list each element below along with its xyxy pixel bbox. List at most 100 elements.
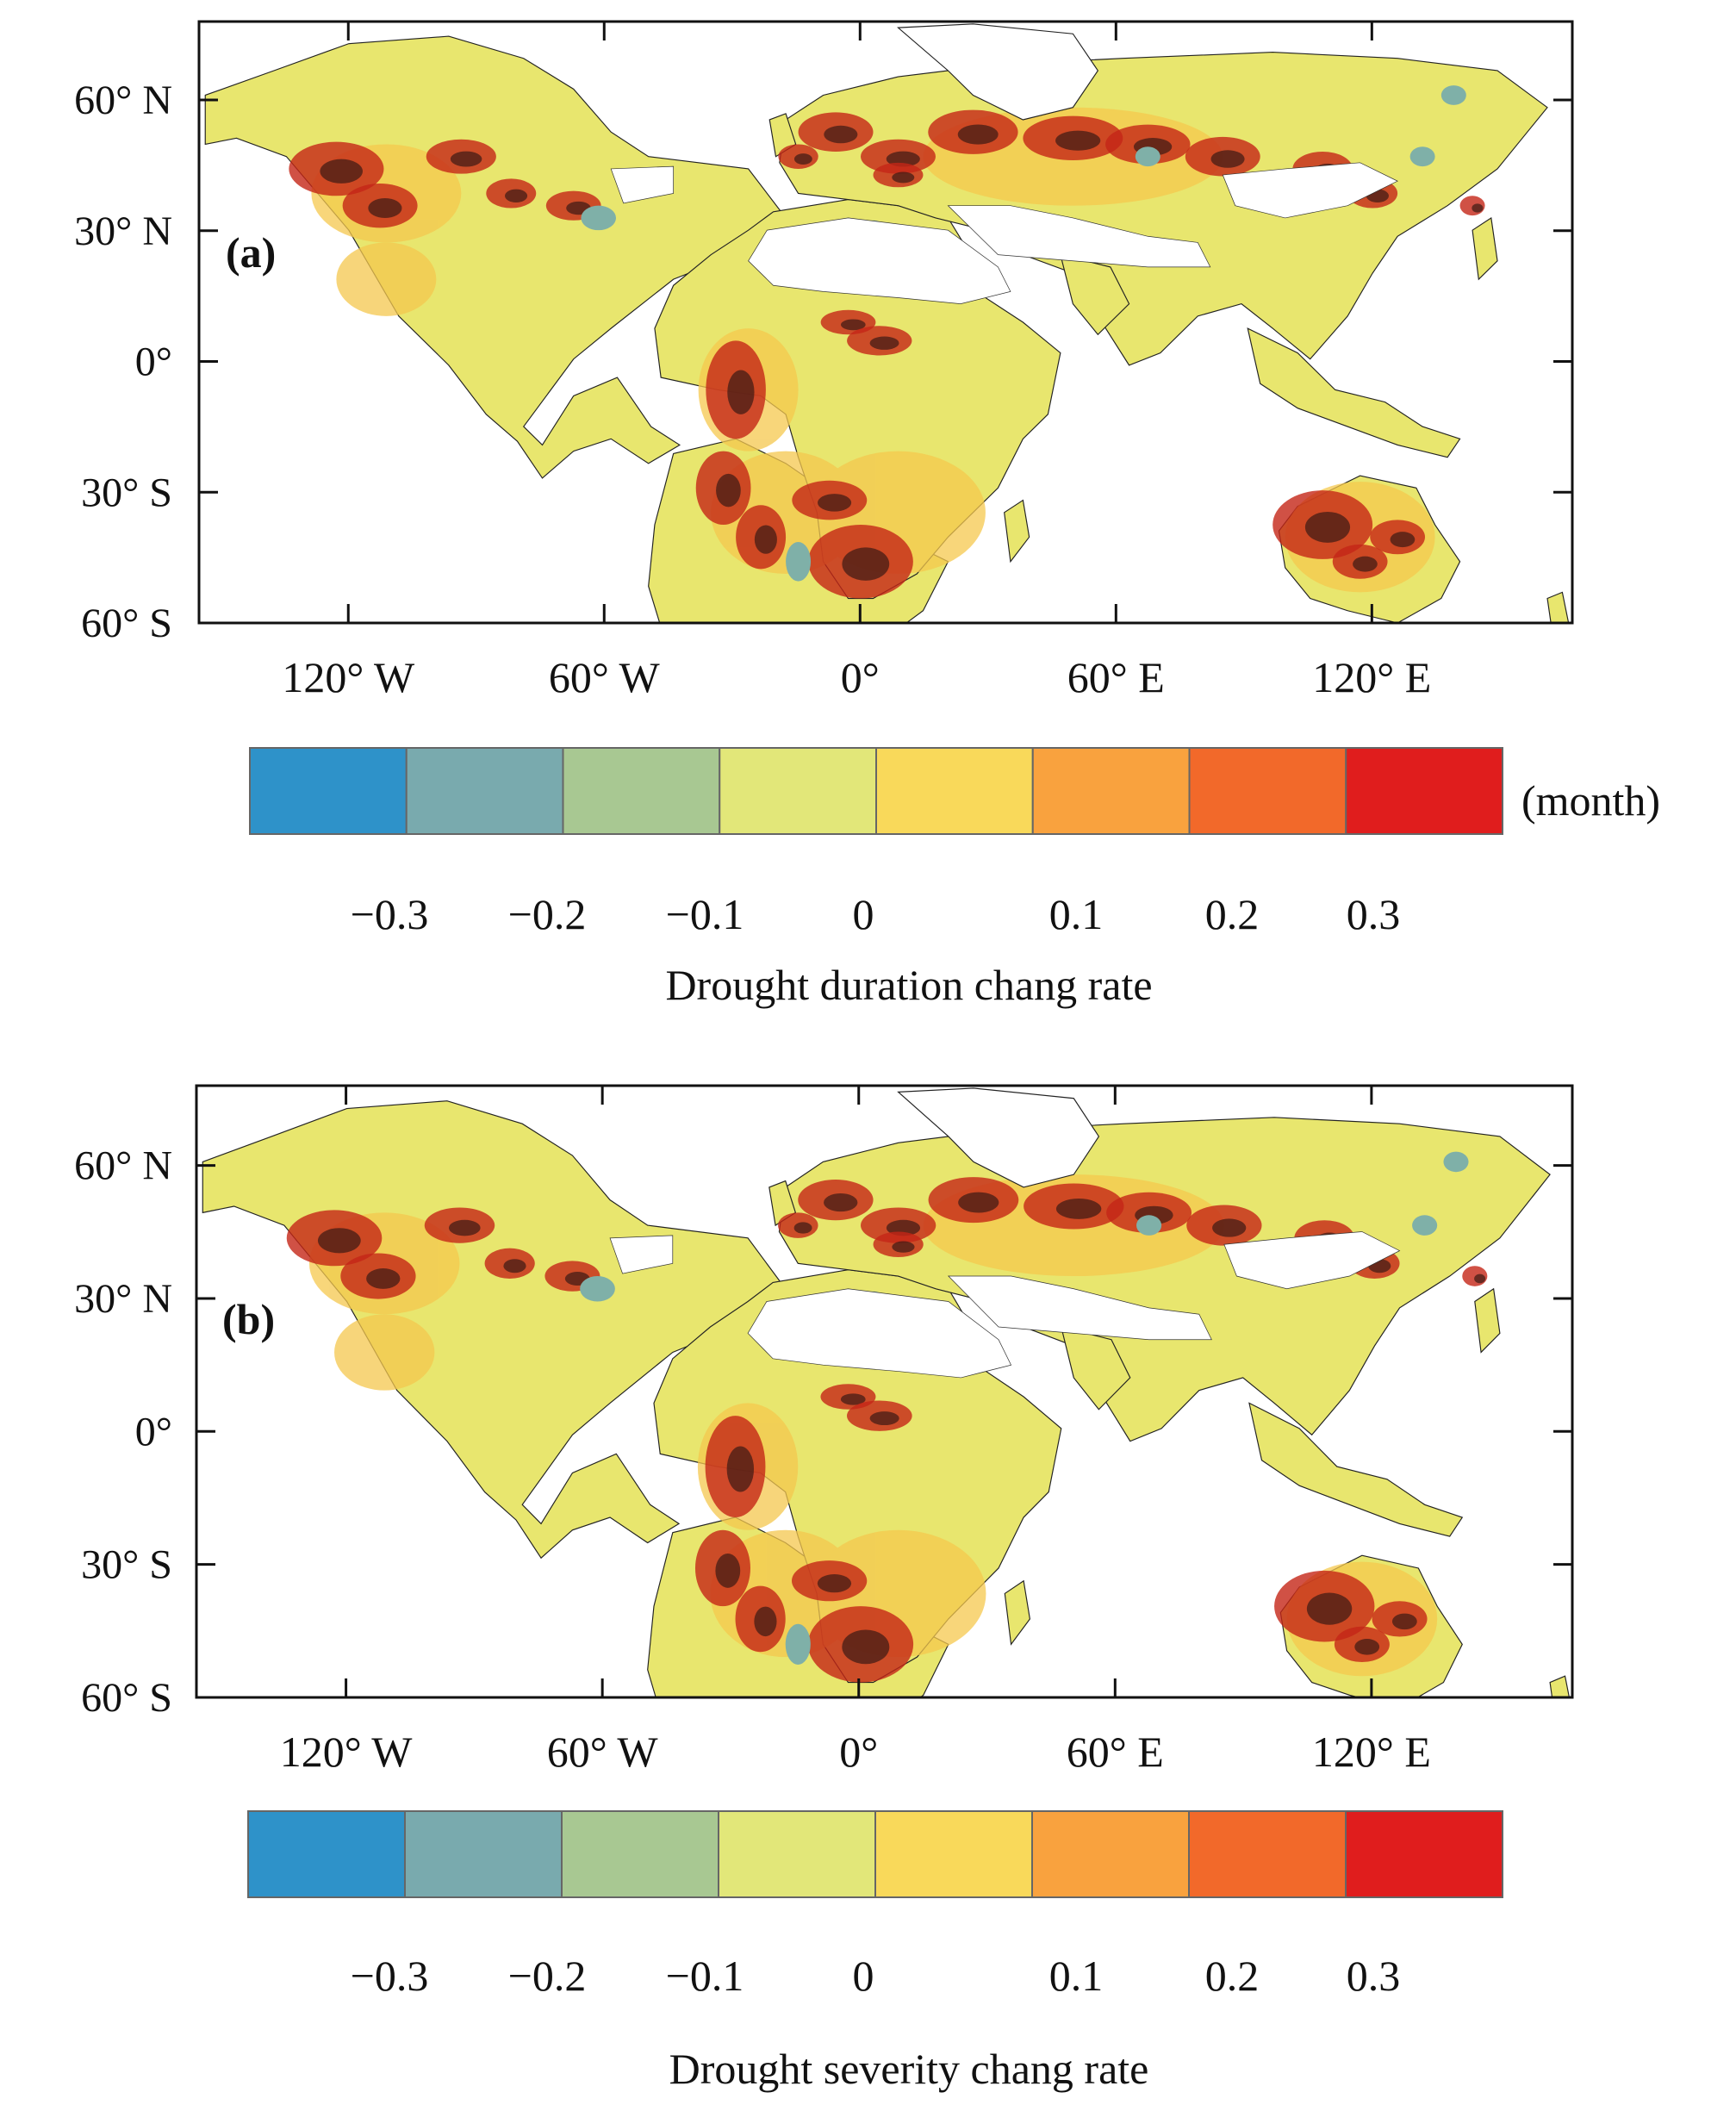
- hot-core: [818, 494, 852, 512]
- lon-ticks-a: 120° W 60° W 0° 60° E 120° E: [282, 22, 1431, 701]
- lat-label: 0°: [135, 1409, 172, 1454]
- landmass-india: [1060, 1326, 1131, 1410]
- lat-ticks-b: 60° N 30° N 0° 30° S 60° S: [74, 1143, 1572, 1721]
- lat-label: 30° N: [74, 209, 172, 254]
- colorbar-ticks-b: −0.3 −0.2 −0.1 0 0.1 0.2 0.3: [351, 1952, 1401, 2000]
- colorbar-tick-label: −0.3: [351, 890, 429, 938]
- colorbar-a: [249, 747, 1503, 835]
- land-layer: [204, 23, 1570, 623]
- colorbar-tick-label: 0.1: [1049, 1952, 1104, 2000]
- no-data-region: [1222, 162, 1398, 219]
- hot-core: [1354, 1639, 1380, 1655]
- map-b: [202, 1087, 1571, 1697]
- hot-core: [958, 1192, 999, 1213]
- landmass-india: [1060, 253, 1130, 336]
- colorbar-swatch: [405, 747, 564, 835]
- colorbar-swatch: [718, 1810, 876, 1898]
- no-data-region: [947, 1275, 1212, 1341]
- colorbar-swatch: [1345, 747, 1503, 835]
- cool-spot: [581, 205, 616, 231]
- warm-region: [334, 1314, 435, 1391]
- lat-label: 30° N: [74, 1276, 172, 1322]
- hot-core: [869, 1411, 899, 1426]
- hot-core: [1304, 511, 1351, 543]
- no-data-region: [947, 205, 1211, 268]
- landmass-madagascar: [1004, 1579, 1031, 1646]
- hot-core: [726, 1446, 755, 1492]
- colorbar-swatch: [1031, 747, 1191, 835]
- cool-spot: [1443, 1151, 1469, 1173]
- hot-core: [842, 547, 890, 581]
- lon-ticks-b: 120° W 60° W 0° 60° E 120° E: [280, 1086, 1431, 1776]
- map-frame-b: [195, 1084, 1574, 1699]
- hot-core: [320, 159, 363, 184]
- land-a: [204, 23, 1570, 623]
- colorbar-tick-label: 0.3: [1347, 1952, 1401, 2000]
- lon-label: 120° W: [282, 653, 415, 701]
- hot-core: [824, 1192, 858, 1212]
- cool-spot: [580, 1276, 615, 1302]
- colorbar-tick-label: 0.2: [1205, 1952, 1260, 2000]
- lat-label: 60° N: [74, 78, 172, 123]
- cool-spot: [1135, 146, 1160, 167]
- hot-core: [366, 1268, 401, 1289]
- colorbar-tick-label: 0: [853, 890, 874, 938]
- no-data-region: [609, 1235, 674, 1274]
- hot-core: [793, 1222, 812, 1234]
- colorbar-swatch: [404, 1810, 563, 1898]
- hot-core: [957, 124, 999, 145]
- lon-label: 60° W: [547, 1728, 659, 1776]
- hot-core: [754, 525, 777, 554]
- colorbar-tick-label: −0.1: [666, 890, 744, 938]
- colorbar-b: [247, 1810, 1503, 1898]
- colorbar-tick-label: −0.2: [508, 890, 587, 938]
- lon-label: 60° E: [1067, 1728, 1164, 1776]
- landmass-japan: [1472, 216, 1498, 281]
- hot-core: [892, 171, 915, 184]
- hot-core: [840, 1393, 866, 1405]
- hot-core: [715, 1554, 741, 1588]
- lon-label: 60° W: [549, 653, 661, 701]
- hot-core: [1306, 1592, 1353, 1625]
- cool-spot: [785, 1623, 811, 1665]
- hot-core: [368, 197, 402, 219]
- colorbar-swatch: [874, 1810, 1033, 1898]
- lat-label: 60° N: [74, 1143, 172, 1189]
- landmass-seAsia: [1248, 1402, 1464, 1537]
- no-data-region: [1223, 1231, 1401, 1290]
- hot-core: [824, 125, 858, 144]
- hot-core: [1474, 1273, 1486, 1284]
- colorbar-title-b: Drought severity chang rate: [669, 2045, 1149, 2093]
- colorbar-swatch: [875, 747, 1034, 835]
- hot-core: [892, 1241, 915, 1253]
- lat-label: 30° S: [81, 470, 172, 515]
- colorbar-title-a: Drought duration chang rate: [665, 961, 1152, 1009]
- cool-spot: [1412, 1215, 1438, 1236]
- land-b: [202, 1087, 1571, 1697]
- colorbar-swatch: [561, 1810, 719, 1898]
- colorbar-tick-label: −0.1: [666, 1952, 744, 2000]
- hot-core: [1353, 556, 1378, 572]
- greenland: [897, 23, 1099, 121]
- hot-core: [450, 151, 482, 167]
- hot-core: [716, 473, 741, 508]
- hot-core: [317, 1228, 361, 1254]
- colorbar-tick-label: 0.2: [1205, 890, 1260, 938]
- no-data-region: [747, 1288, 1012, 1379]
- colorbar-tick-label: 0.3: [1347, 890, 1401, 938]
- hot-core: [503, 1259, 526, 1273]
- lat-ticks-a: 60° N 30° N 0° 30° S 60° S: [74, 78, 1572, 646]
- colorbar-swatch: [247, 1810, 406, 1898]
- hot-core: [727, 370, 755, 414]
- cool-spot: [1440, 85, 1466, 105]
- greenland: [897, 1087, 1100, 1188]
- hot-core: [793, 153, 812, 165]
- lat-label: 30° S: [81, 1542, 172, 1588]
- lat-label: 60° S: [81, 601, 172, 646]
- no-data-region: [748, 217, 1011, 304]
- no-data-region: [610, 165, 675, 204]
- lat-label: 0°: [135, 339, 172, 385]
- colorbar-swatch: [562, 747, 721, 835]
- colorbar-tick-label: −0.3: [351, 1952, 429, 2000]
